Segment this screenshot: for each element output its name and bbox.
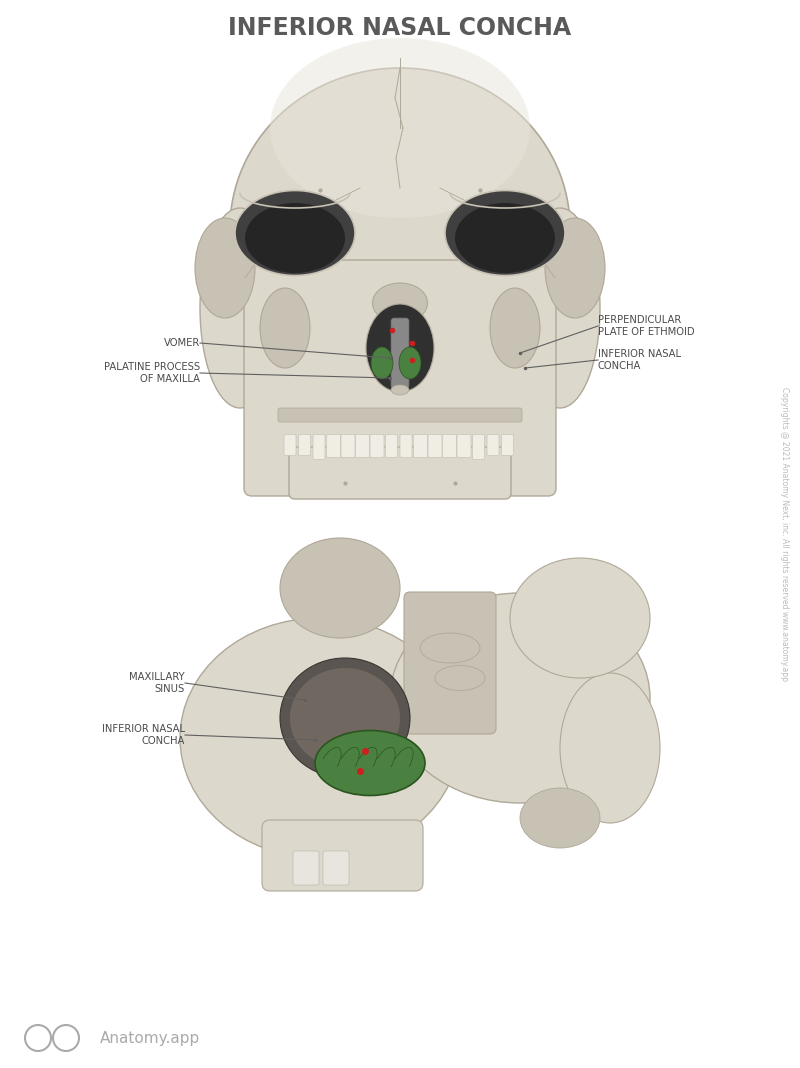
Ellipse shape xyxy=(280,538,400,638)
FancyBboxPatch shape xyxy=(298,435,310,455)
Text: Anatomy.app: Anatomy.app xyxy=(100,1031,200,1046)
FancyBboxPatch shape xyxy=(341,435,355,457)
Text: PERPENDICULAR
PLATE OF ETHMOID: PERPENDICULAR PLATE OF ETHMOID xyxy=(598,315,694,337)
FancyBboxPatch shape xyxy=(414,435,427,457)
FancyBboxPatch shape xyxy=(284,435,296,455)
Ellipse shape xyxy=(520,208,600,408)
Ellipse shape xyxy=(245,203,345,273)
Ellipse shape xyxy=(420,633,480,663)
Ellipse shape xyxy=(455,203,555,273)
Ellipse shape xyxy=(560,673,660,823)
Text: MAXILLARY
SINUS: MAXILLARY SINUS xyxy=(130,672,185,694)
Ellipse shape xyxy=(195,218,255,318)
FancyBboxPatch shape xyxy=(293,851,319,885)
FancyBboxPatch shape xyxy=(487,435,499,455)
Ellipse shape xyxy=(435,665,485,691)
FancyBboxPatch shape xyxy=(323,851,349,885)
FancyBboxPatch shape xyxy=(289,447,511,499)
FancyBboxPatch shape xyxy=(313,435,325,459)
Ellipse shape xyxy=(399,347,421,379)
FancyBboxPatch shape xyxy=(386,435,398,457)
FancyBboxPatch shape xyxy=(502,435,514,455)
Ellipse shape xyxy=(391,384,409,395)
Ellipse shape xyxy=(230,68,570,388)
Text: INFERIOR NASAL
CONCHA: INFERIOR NASAL CONCHA xyxy=(598,348,681,372)
Text: INFERIOR NASAL
CONCHA: INFERIOR NASAL CONCHA xyxy=(102,724,185,747)
FancyBboxPatch shape xyxy=(326,435,341,457)
FancyBboxPatch shape xyxy=(370,435,384,457)
FancyBboxPatch shape xyxy=(428,435,442,457)
Ellipse shape xyxy=(490,288,540,368)
Ellipse shape xyxy=(280,658,410,778)
FancyBboxPatch shape xyxy=(278,408,522,422)
Ellipse shape xyxy=(235,190,355,276)
Ellipse shape xyxy=(510,557,650,678)
Ellipse shape xyxy=(315,731,425,796)
Text: VOMER: VOMER xyxy=(164,337,200,348)
FancyBboxPatch shape xyxy=(404,592,496,734)
Ellipse shape xyxy=(366,304,434,392)
Ellipse shape xyxy=(270,38,530,218)
FancyBboxPatch shape xyxy=(355,435,370,457)
Ellipse shape xyxy=(371,347,393,379)
Ellipse shape xyxy=(180,618,460,858)
Text: PALATINE PROCESS
OF MAXILLA: PALATINE PROCESS OF MAXILLA xyxy=(104,362,200,384)
Text: INFERIOR NASAL CONCHA: INFERIOR NASAL CONCHA xyxy=(229,16,571,40)
FancyBboxPatch shape xyxy=(391,318,409,389)
Ellipse shape xyxy=(260,288,310,368)
FancyBboxPatch shape xyxy=(457,435,471,457)
Ellipse shape xyxy=(545,218,605,318)
FancyBboxPatch shape xyxy=(244,260,556,496)
FancyBboxPatch shape xyxy=(400,435,412,457)
FancyBboxPatch shape xyxy=(262,820,423,891)
FancyBboxPatch shape xyxy=(442,435,457,457)
Ellipse shape xyxy=(520,788,600,848)
Ellipse shape xyxy=(445,190,565,276)
Ellipse shape xyxy=(290,668,400,768)
Ellipse shape xyxy=(373,283,427,323)
Ellipse shape xyxy=(390,593,650,803)
Text: Copyrights @ 2021 Anatomy Next, inc. All rights reserved www.anatomy.app: Copyrights @ 2021 Anatomy Next, inc. All… xyxy=(781,387,790,681)
Ellipse shape xyxy=(200,208,280,408)
FancyBboxPatch shape xyxy=(473,435,485,459)
